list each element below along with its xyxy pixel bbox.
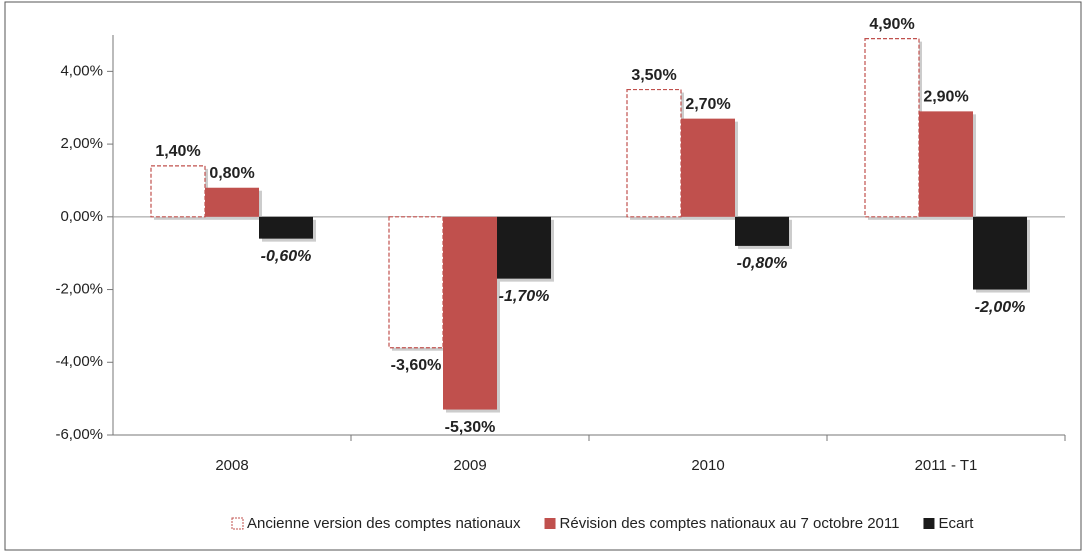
y-tick-label: -2,00% — [55, 281, 103, 298]
data-label: 2,70% — [685, 96, 730, 113]
bar — [205, 187, 259, 217]
data-label: -3,60% — [391, 357, 442, 374]
legend-swatch — [231, 517, 244, 530]
legend-label: Ancienne version des comptes nationaux — [247, 515, 521, 532]
legend-label: Révision des comptes nationaux au 7 octo… — [560, 515, 900, 532]
bar — [443, 216, 497, 410]
bar — [259, 216, 313, 239]
data-label: 3,50% — [631, 67, 676, 84]
bar — [681, 118, 735, 217]
bar — [973, 216, 1027, 290]
data-label: 2,90% — [923, 89, 968, 106]
data-label: -2,00% — [975, 299, 1026, 316]
legend-label: Ecart — [938, 515, 974, 532]
y-tick-label: -4,00% — [55, 353, 103, 370]
y-tick-label: 2,00% — [60, 135, 103, 152]
y-tick-label: 4,00% — [60, 62, 103, 79]
x-tick-label: 2008 — [215, 457, 248, 474]
x-tick-label: 2010 — [691, 457, 724, 474]
x-tick-label: 2009 — [453, 457, 486, 474]
bar — [626, 88, 682, 218]
data-label: 0,80% — [209, 165, 254, 182]
bar — [735, 216, 789, 246]
legend-swatch — [544, 518, 556, 529]
y-tick-label: -6,00% — [55, 426, 103, 443]
y-tick-label: 0,00% — [60, 208, 103, 225]
data-label: 4,90% — [869, 16, 914, 33]
data-label: 1,40% — [155, 143, 200, 160]
data-label: -1,70% — [499, 288, 550, 305]
bar — [864, 38, 920, 218]
data-label: -0,60% — [261, 248, 312, 265]
data-label: -5,30% — [445, 419, 496, 436]
bar — [497, 216, 551, 279]
x-tick-label: 2011 - T1 — [915, 457, 978, 474]
bar — [388, 216, 444, 349]
bar — [919, 111, 973, 217]
legend-swatch — [923, 518, 935, 529]
bar — [150, 165, 206, 218]
data-label: -0,80% — [737, 255, 788, 272]
